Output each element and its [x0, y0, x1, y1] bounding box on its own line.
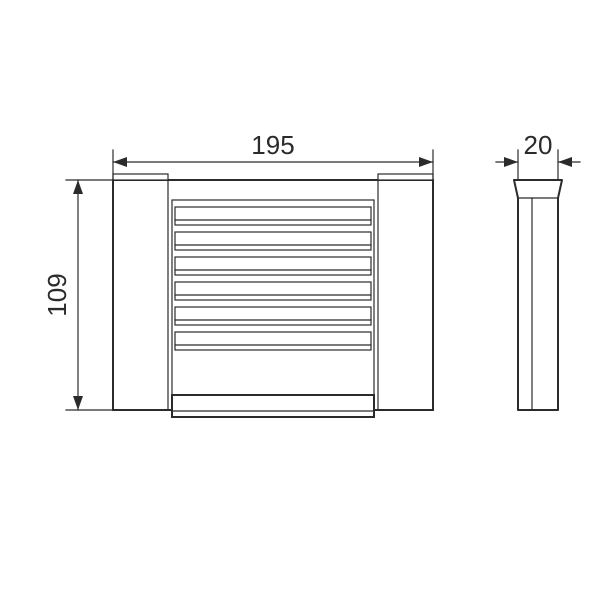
dimension-diagram: 195 109 20: [0, 0, 600, 600]
side-view: [514, 180, 562, 410]
dim-label: 20: [524, 130, 553, 160]
front-view: [113, 174, 433, 417]
dim-label: 109: [42, 273, 72, 316]
dim-label: 195: [251, 130, 294, 160]
